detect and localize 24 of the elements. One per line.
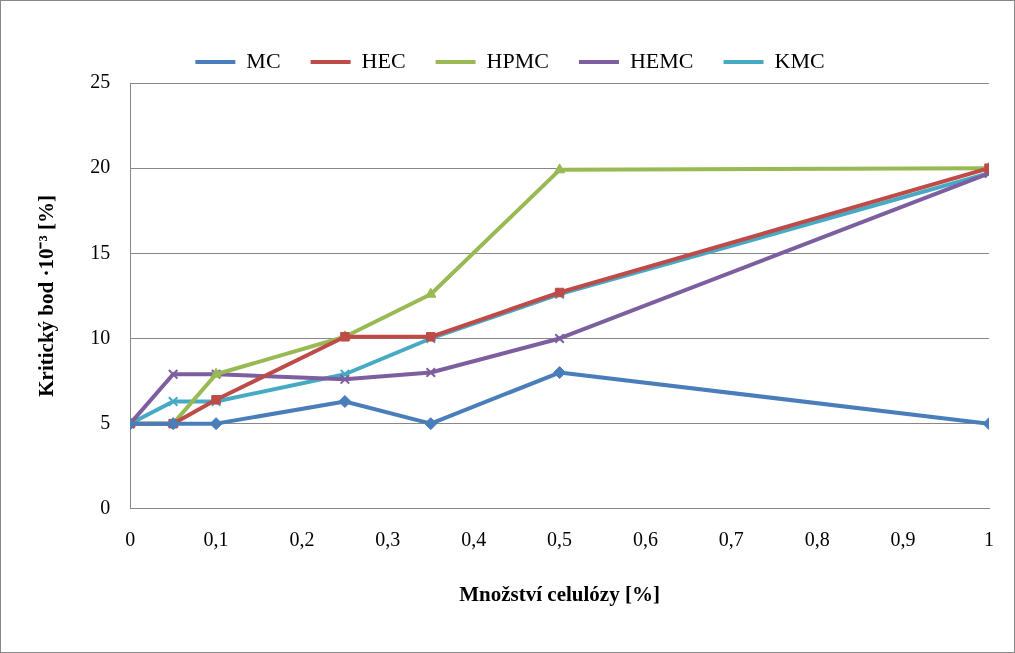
x-tick-label: 0 xyxy=(125,528,136,551)
x-tick-label: 1 xyxy=(984,528,994,551)
legend-label: HPMC xyxy=(486,47,549,73)
y-tick-label: 5 xyxy=(100,410,111,433)
y-tick-label: 25 xyxy=(90,70,111,93)
legend-label: MC xyxy=(246,47,281,73)
x-tick-label: 0,7 xyxy=(718,528,744,551)
x-axis-title: Množství celulózy [%] xyxy=(459,581,660,606)
x-tick-label: 0,3 xyxy=(375,528,401,551)
y-tick-label: 10 xyxy=(90,325,111,348)
y-tick-label: 0 xyxy=(100,496,111,519)
x-tick-label: 0,5 xyxy=(547,528,573,551)
y-tick-label: 20 xyxy=(90,155,111,178)
legend-label: HEC xyxy=(361,47,406,73)
x-tick-label: 0,8 xyxy=(804,528,830,551)
x-tick-label: 0,9 xyxy=(890,528,916,551)
y-axis-title: Kritický bod ·10⁻³ [%] xyxy=(34,195,59,397)
x-tick-label: 0,4 xyxy=(461,528,487,551)
x-tick-label: 0,1 xyxy=(203,528,229,551)
x-tick-label: 0,6 xyxy=(632,528,658,551)
legend-label: KMC xyxy=(774,47,825,73)
x-tick-label: 0,2 xyxy=(289,528,315,551)
legend-label: HEMC xyxy=(629,47,694,73)
y-tick-label: 15 xyxy=(90,240,111,263)
